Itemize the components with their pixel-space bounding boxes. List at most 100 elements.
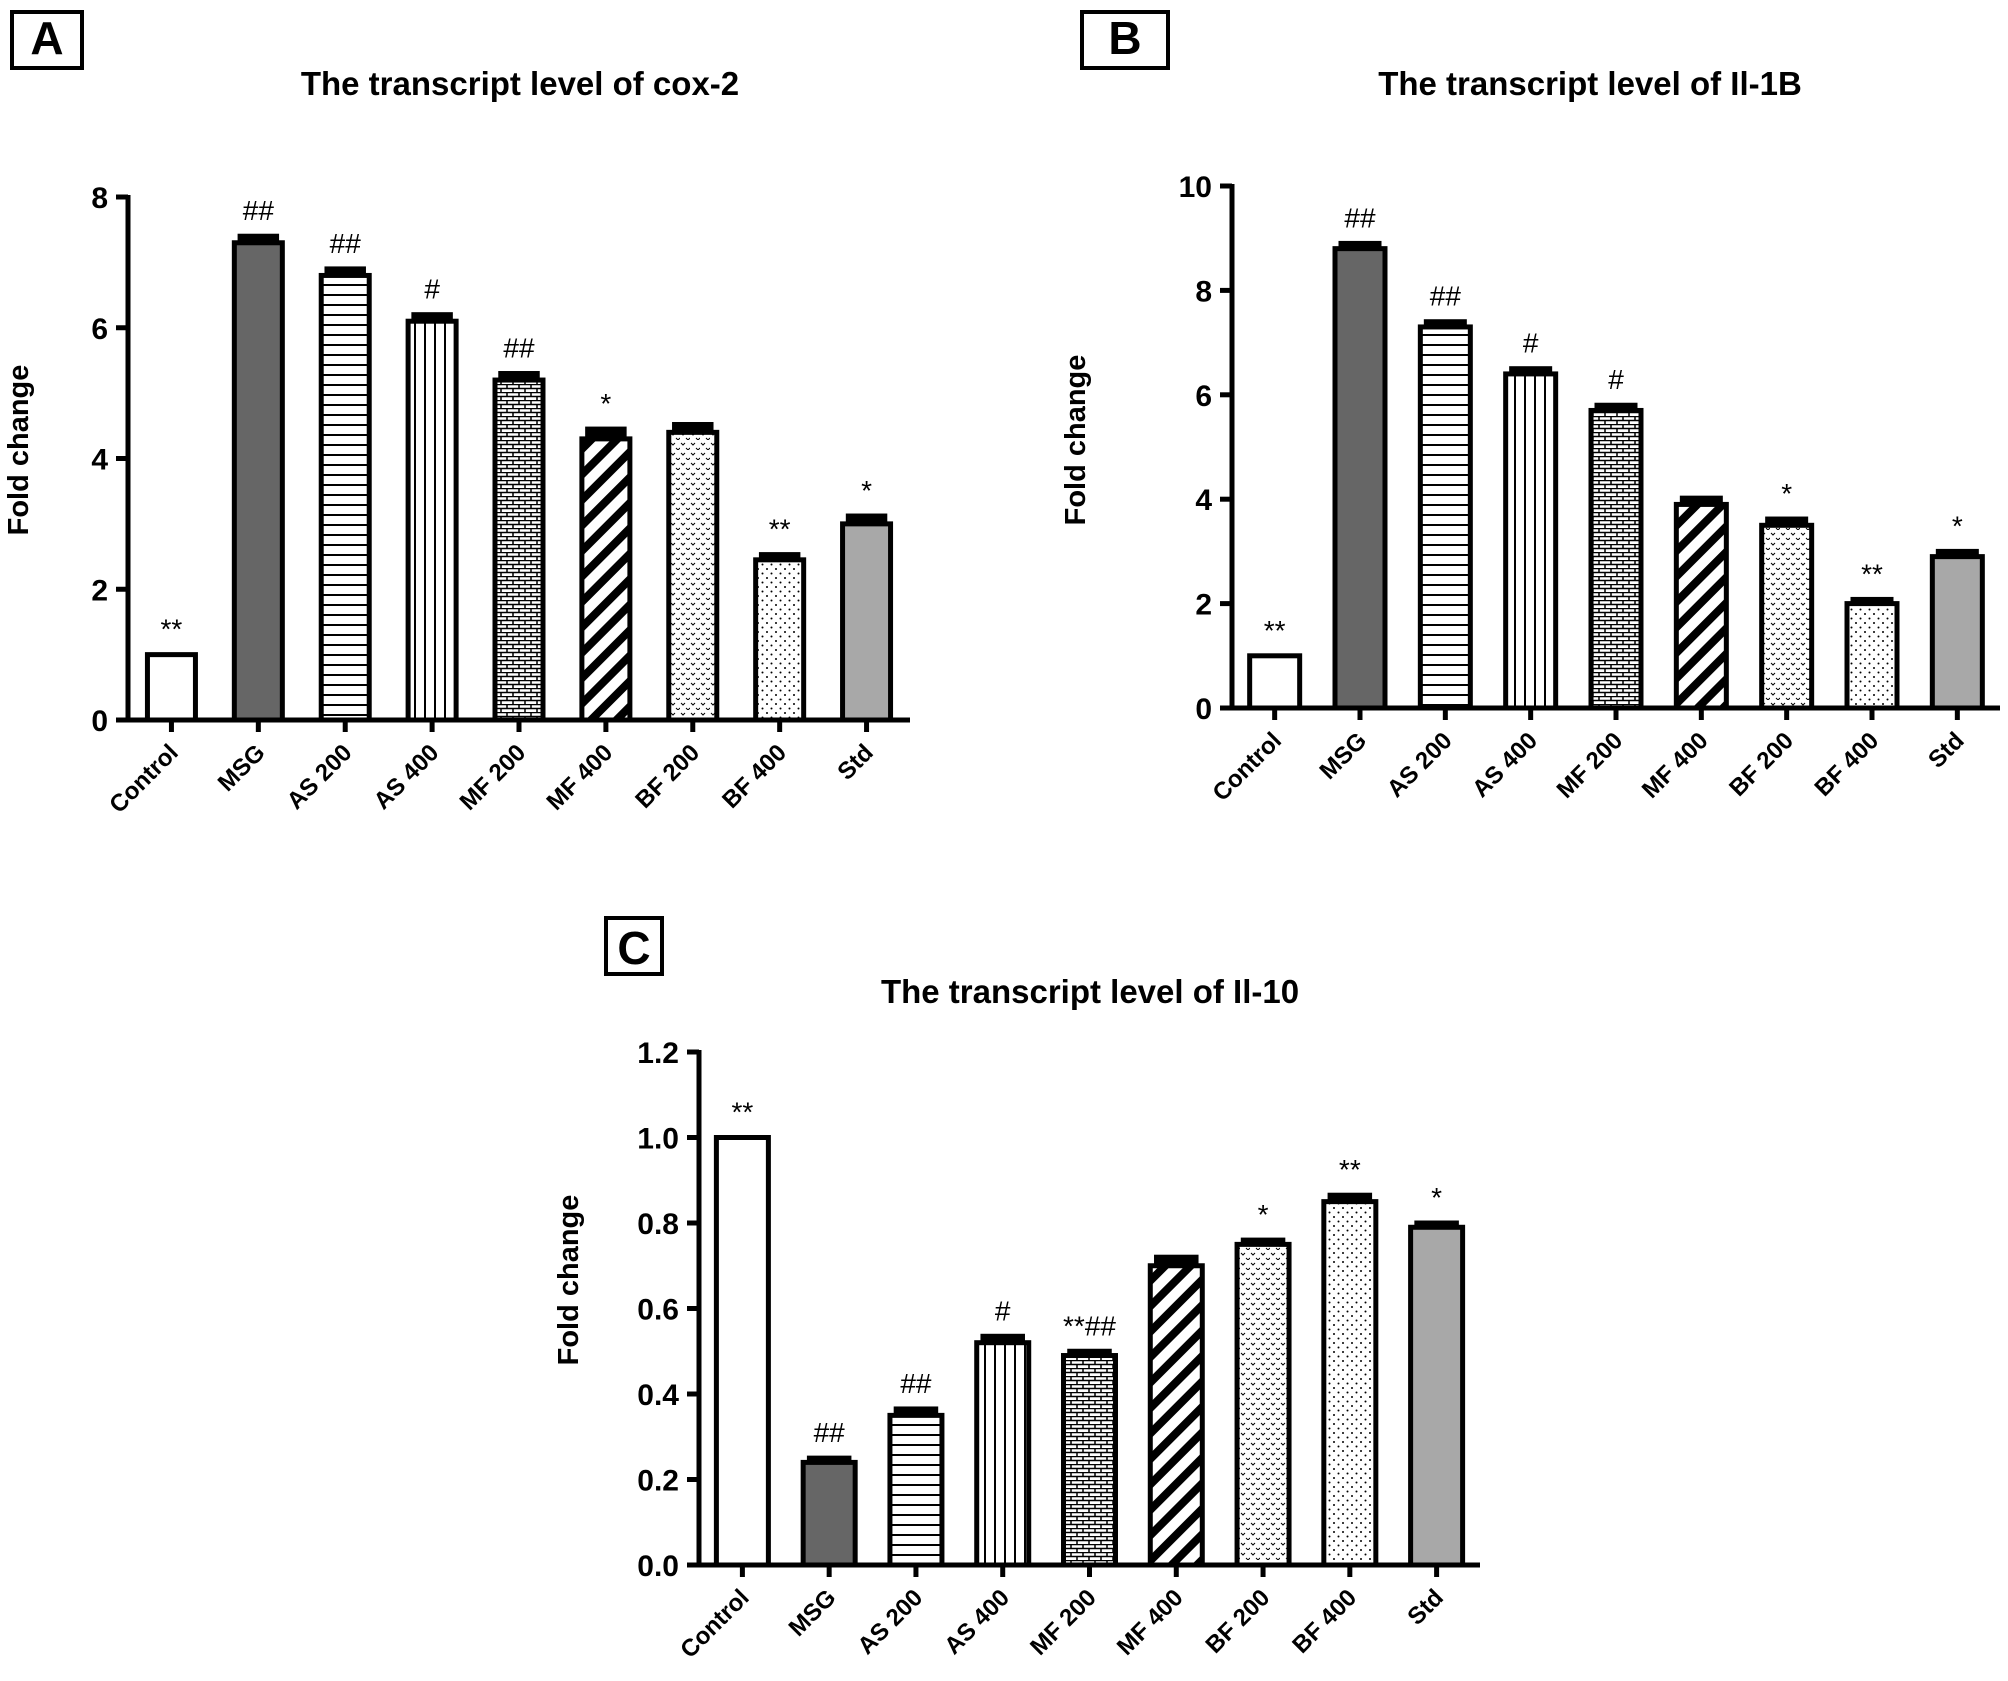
bar-bf-400 — [753, 557, 807, 723]
y-tick-label: 0.8 — [637, 1208, 679, 1241]
x-tick-label: AS 200 — [852, 1584, 928, 1660]
y-tick-label: 0.6 — [637, 1294, 679, 1327]
bar-as-200 — [318, 272, 372, 723]
significance-label: ## — [1430, 281, 1462, 312]
significance-label: ## — [1344, 202, 1376, 233]
chart-panel-b: B The transcript level of Il-1B Fold chang… — [1060, 10, 2000, 807]
x-tick-label: Std — [1402, 1584, 1448, 1630]
bar-as-400 — [405, 318, 459, 723]
y-tick-label: 0.0 — [637, 1550, 679, 1583]
bar-std — [1408, 1224, 1466, 1568]
bar-mf-400 — [1147, 1263, 1205, 1568]
bar-std — [1929, 554, 1985, 711]
bar-mf-400 — [579, 436, 633, 723]
x-tick-label: Std — [832, 739, 878, 785]
y-tick-label: 1.2 — [637, 1037, 679, 1070]
significance-label: ## — [330, 228, 362, 259]
significance-label: ** — [731, 1097, 753, 1128]
y-tick-label: 8 — [91, 182, 108, 215]
y-tick-label: 0 — [1195, 693, 1212, 726]
y-tick-label: 4 — [91, 444, 108, 477]
panel-label: B — [1108, 12, 1141, 64]
y-tick-label: 8 — [1195, 275, 1212, 308]
chart-panel-c: C The transcript level of Il-10 Fold chang… — [553, 916, 1480, 1664]
y-tick-label: 6 — [91, 313, 108, 346]
x-tick-label: MF 400 — [1637, 727, 1714, 804]
bar-bf-200 — [1759, 522, 1815, 711]
x-tick-label: MSG — [784, 1584, 842, 1642]
significance-label: ** — [1339, 1154, 1361, 1185]
x-tick-label: Std — [1923, 727, 1969, 773]
bar-control — [713, 1135, 771, 1568]
bar-std — [840, 521, 894, 723]
bar-mf-200 — [1061, 1353, 1118, 1568]
significance-label: ## — [900, 1368, 932, 1399]
chart-title: The transcript level of Il-1B — [1378, 65, 1802, 102]
bar-msg — [1332, 246, 1388, 711]
bar-bf-400 — [1321, 1199, 1379, 1568]
bar-bf-200 — [666, 429, 720, 723]
x-tick-label: MF 200 — [1552, 727, 1629, 804]
panels: A The transcript level of cox-2 Fold chang… — [3, 10, 2000, 1664]
x-tick-label: BF 200 — [1724, 727, 1799, 802]
x-tick-label: BF 400 — [717, 739, 792, 814]
x-tick-label: AS 400 — [1467, 727, 1543, 803]
bar-mf-400 — [1673, 501, 1729, 711]
significance-label: * — [1781, 478, 1792, 509]
bar-control — [144, 652, 198, 723]
x-tick-label: MF 400 — [1112, 1584, 1189, 1661]
significance-label: ## — [503, 333, 535, 364]
chart-panel-a: A The transcript level of cox-2 Fold chang… — [3, 10, 910, 819]
significance-label: * — [861, 475, 872, 506]
x-tick-label: BF 400 — [1809, 727, 1884, 802]
y-tick-label: 1.0 — [637, 1123, 679, 1156]
chart-title: The transcript level of cox-2 — [301, 65, 739, 102]
x-tick-label: Control — [1207, 727, 1286, 806]
significance-label: ** — [1264, 615, 1286, 646]
significance-label: # — [1523, 328, 1539, 359]
bar-mf-200 — [1588, 407, 1644, 711]
panel-label: C — [617, 922, 650, 974]
significance-label: * — [1952, 510, 1963, 541]
significance-label: * — [600, 388, 611, 419]
significance-label: ## — [814, 1417, 846, 1448]
significance-label: * — [1431, 1182, 1442, 1213]
y-tick-label: 2 — [1195, 589, 1212, 622]
significance-label: ** — [769, 514, 791, 545]
x-tick-label: MSG — [213, 739, 271, 797]
y-tick-label: 0.2 — [637, 1465, 679, 1498]
significance-label: ## — [243, 195, 275, 226]
x-tick-label: AS 200 — [282, 739, 358, 815]
bar-as-200 — [887, 1412, 945, 1568]
bar-as-200 — [1417, 324, 1473, 711]
y-tick-label: 0 — [91, 705, 108, 738]
bar-as-400 — [974, 1340, 1032, 1568]
bar-mf-200 — [492, 377, 546, 723]
x-tick-label: AS 200 — [1382, 727, 1458, 803]
x-tick-label: BF 200 — [1201, 1584, 1276, 1659]
y-axis-label: Fold change — [3, 365, 35, 536]
x-tick-label: MF 200 — [1025, 1584, 1102, 1661]
panel-label-box — [1080, 10, 1170, 70]
y-axis-label: Fold change — [1060, 355, 1092, 526]
significance-label: # — [995, 1295, 1011, 1326]
x-tick-label: MF 400 — [541, 739, 618, 816]
bar-control — [1247, 653, 1303, 711]
significance-label: # — [1608, 364, 1624, 395]
y-tick-label: 2 — [91, 574, 108, 607]
bar-as-400 — [1503, 371, 1559, 711]
bar-msg — [231, 240, 285, 723]
bar-msg — [800, 1459, 858, 1568]
x-tick-label: BF 200 — [630, 739, 705, 814]
y-tick-label: 10 — [1179, 171, 1212, 204]
significance-label: ** — [161, 614, 183, 645]
x-tick-label: BF 400 — [1287, 1584, 1362, 1659]
panel-label-box — [604, 916, 664, 976]
significance-label: # — [424, 274, 440, 305]
panel-label-box — [10, 10, 84, 70]
significance-label: * — [1258, 1199, 1269, 1230]
y-tick-label: 6 — [1195, 380, 1212, 413]
panel-label: A — [30, 12, 63, 64]
x-tick-label: MSG — [1314, 727, 1372, 785]
